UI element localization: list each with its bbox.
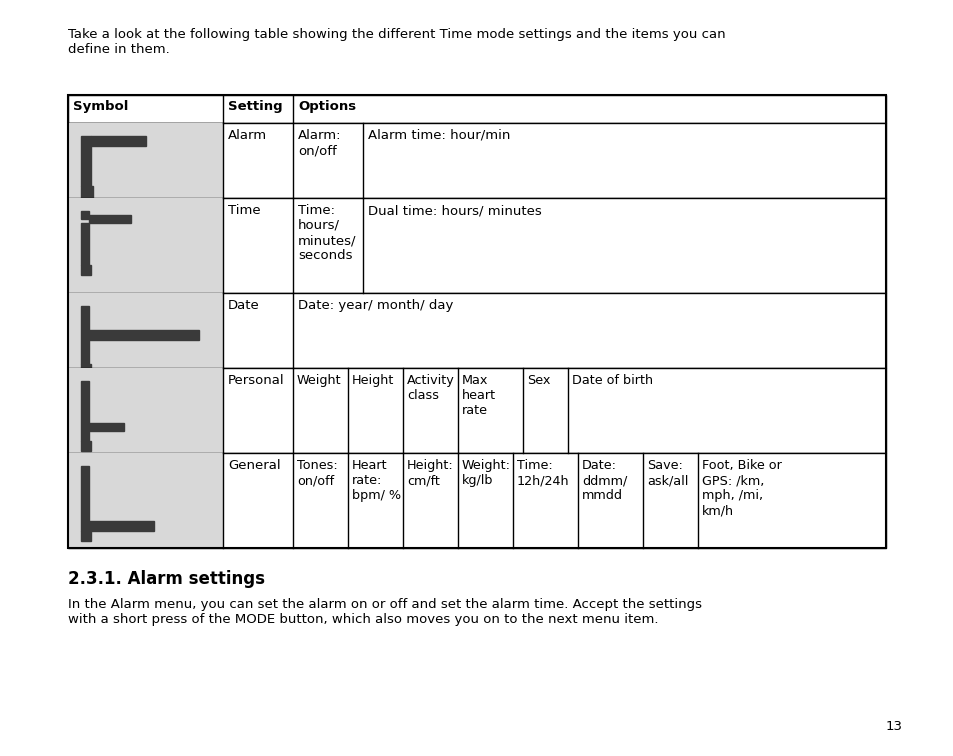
Bar	[68, 368, 223, 453]
Bar	[89, 215, 131, 223]
Text: Height:
cm/ft: Height: cm/ft	[407, 459, 454, 487]
Text: Sex: Sex	[526, 374, 550, 387]
Bar	[68, 123, 223, 198]
Bar	[81, 211, 89, 219]
Text: Tones:
on/off: Tones: on/off	[296, 459, 337, 487]
Text: 2.3.1. Alarm settings: 2.3.1. Alarm settings	[68, 570, 265, 588]
Text: Time:
12h/24h: Time: 12h/24h	[517, 459, 569, 487]
Bar	[89, 330, 199, 340]
Text: Take a look at the following table showing the different Time mode settings and : Take a look at the following table showi…	[68, 28, 725, 56]
Bar	[68, 453, 885, 548]
Bar	[81, 223, 89, 265]
Bar	[89, 423, 124, 431]
Bar	[81, 265, 91, 275]
Bar	[81, 136, 91, 186]
Text: Symbol: Symbol	[73, 100, 129, 113]
Text: Alarm:
on/off: Alarm: on/off	[297, 129, 341, 157]
Text: Max
heart
rate: Max heart rate	[461, 374, 496, 417]
Bar	[68, 95, 885, 123]
Bar	[68, 293, 223, 368]
Text: Foot, Bike or
GPS: /km,
mph, /mi,
km/h: Foot, Bike or GPS: /km, mph, /mi, km/h	[701, 459, 781, 517]
Text: Personal: Personal	[228, 374, 284, 387]
Text: 13: 13	[885, 720, 902, 733]
Text: Date of birth: Date of birth	[572, 374, 653, 387]
Text: Weight:
kg/lb: Weight: kg/lb	[461, 459, 511, 487]
Bar	[68, 368, 885, 453]
Text: Date: year/ month/ day: Date: year/ month/ day	[297, 299, 453, 312]
Bar	[89, 521, 153, 531]
Text: Options: Options	[297, 100, 355, 113]
Bar	[81, 381, 89, 441]
Text: Time: Time	[228, 204, 260, 217]
Text: Setting: Setting	[228, 100, 282, 113]
Bar	[81, 466, 89, 531]
Text: Date:
ddmm/
mmdd: Date: ddmm/ mmdd	[581, 459, 626, 502]
Bar	[68, 95, 885, 548]
Bar	[68, 198, 885, 293]
Bar	[81, 186, 92, 198]
Bar	[81, 441, 91, 451]
Bar	[68, 453, 223, 548]
Text: Weight: Weight	[296, 374, 341, 387]
Bar	[81, 531, 91, 541]
Text: Time:
hours/
minutes/
seconds: Time: hours/ minutes/ seconds	[297, 204, 356, 262]
Bar	[81, 306, 89, 364]
Bar	[68, 198, 223, 293]
Text: Activity
class: Activity class	[407, 374, 455, 402]
Bar	[81, 364, 91, 374]
Text: Dual time: hours/ minutes: Dual time: hours/ minutes	[368, 204, 541, 217]
Text: In the Alarm menu, you can set the alarm on or off and set the alarm time. Accep: In the Alarm menu, you can set the alarm…	[68, 598, 701, 626]
Text: Date: Date	[228, 299, 259, 312]
Text: Height: Height	[352, 374, 394, 387]
Text: Alarm time: hour/min: Alarm time: hour/min	[368, 129, 510, 142]
Bar	[68, 293, 885, 368]
Bar	[68, 123, 885, 198]
Text: Heart
rate:
bpm/ %: Heart rate: bpm/ %	[352, 459, 400, 502]
Bar	[91, 136, 146, 146]
Text: Save:
ask/all: Save: ask/all	[646, 459, 688, 487]
Text: Alarm: Alarm	[228, 129, 267, 142]
Text: General: General	[228, 459, 280, 472]
